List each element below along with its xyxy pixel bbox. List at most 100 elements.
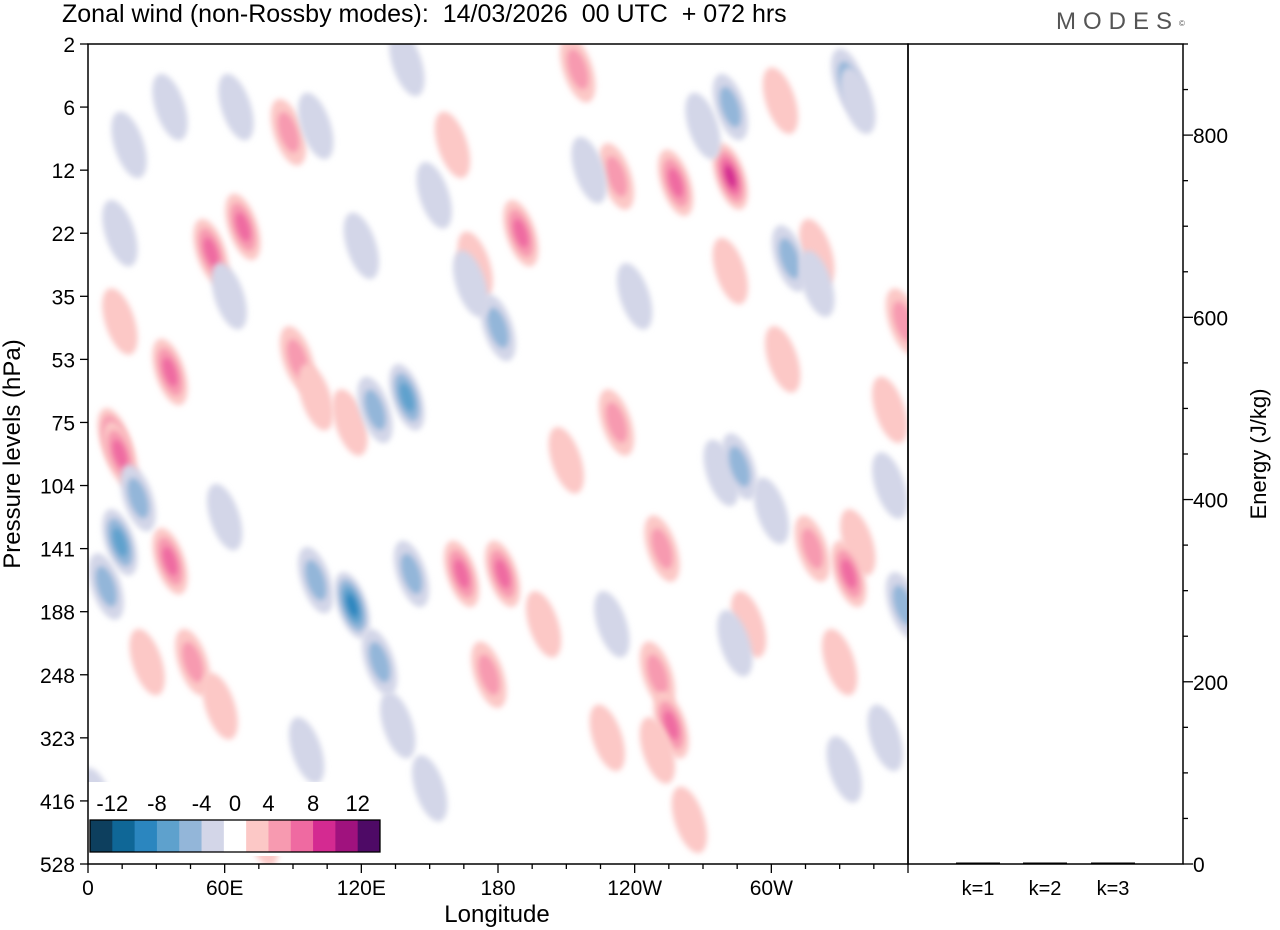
wind-feature-42: [872, 376, 908, 444]
y-tick-label: 35: [52, 286, 75, 309]
wind-contour: [478, 654, 500, 696]
wind-feature-24: [443, 540, 480, 608]
wind-feature-84: [616, 263, 653, 330]
wind-contour: [801, 528, 824, 570]
energy-tick-label: 800: [1193, 125, 1228, 148]
wind-feature-74: [753, 477, 790, 545]
wind-contour: [719, 86, 742, 128]
pressure-axis: 2 6 12 22 35 53 75 104 141 188 248 323 416 528: [40, 34, 88, 877]
wind-feature-82: [717, 609, 753, 677]
wind-contour: [304, 559, 327, 601]
colorbar-frame: [89, 819, 381, 853]
x-tick-label: 120W: [607, 877, 662, 900]
y-tick-label: 528: [40, 854, 75, 877]
wind-feature-54: [389, 363, 425, 431]
x-tick-label: 0: [82, 877, 94, 900]
wind-contour: [127, 477, 149, 519]
wind-contour: [712, 237, 749, 305]
wind-contour: [162, 546, 178, 577]
y-tick-label: 416: [40, 791, 75, 814]
wind-feature-28: [644, 515, 680, 582]
wind-contour: [867, 704, 903, 772]
wind-feature-43: [885, 288, 908, 355]
wind-feature-62: [685, 92, 721, 160]
y-tick-label: 53: [52, 349, 75, 372]
wind-contour: [571, 136, 607, 204]
wind-feature-85: [298, 92, 334, 160]
colorbar-swatch: [290, 820, 314, 852]
wind-contour: [826, 736, 862, 803]
wind-feature-25: [484, 540, 521, 608]
wind-feature-32: [589, 704, 626, 772]
wind-contour: [594, 590, 630, 658]
wind-contour: [494, 559, 511, 589]
colorbar-swatch: [246, 820, 269, 852]
wind-contour: [616, 263, 653, 330]
wind-feature-7: [102, 288, 138, 355]
wind-contour: [724, 164, 737, 189]
wind-feature-39: [152, 527, 188, 595]
wind-feature-47: [120, 464, 156, 532]
y-tick-label: 22: [52, 223, 75, 246]
wind-contour: [112, 439, 128, 469]
wind-contour: [840, 67, 876, 135]
colorbar-swatch: [268, 820, 292, 852]
wind-contour: [102, 199, 138, 267]
wind-contour: [206, 483, 243, 551]
wind-contour: [400, 553, 423, 595]
y-tick-label: 188: [40, 602, 75, 625]
wind-feature-10: [434, 111, 471, 179]
wind-feature-35: [831, 540, 867, 608]
x-tick-label: 180: [480, 877, 515, 900]
wind-contour: [399, 382, 415, 413]
wind-contour: [589, 704, 626, 772]
wind-contour: [202, 672, 238, 740]
wind-feature-68: [211, 262, 247, 330]
wind-feature-45: [102, 508, 138, 576]
wind-feature-20: [765, 326, 801, 393]
wind-feature-22: [598, 389, 635, 456]
wind-feature-70: [218, 73, 254, 141]
energy-bar-label: k=3: [1097, 878, 1130, 900]
colorbar-swatch: [134, 820, 158, 852]
wind-feature-75: [885, 572, 908, 639]
energy-bar-label: k=2: [1029, 878, 1062, 900]
wind-contour: [211, 262, 247, 330]
wind-feature-66: [799, 250, 835, 318]
energy-tick-label: 400: [1193, 490, 1228, 513]
wind-feature-61: [712, 73, 749, 141]
colorbar-label: 0: [229, 791, 241, 816]
wind-contour: [235, 212, 251, 242]
energy-tick-label: 200: [1193, 672, 1228, 695]
wind-contour: [663, 710, 679, 741]
wind-contour: [525, 591, 562, 658]
wind-feature-26: [471, 641, 507, 709]
wind-feature-8: [175, 628, 211, 696]
x-tick-label: 60E: [206, 877, 243, 900]
colorbar-swatch: [156, 820, 180, 852]
brand-mark: ©: [1179, 19, 1185, 28]
wind-feature-31: [639, 717, 676, 784]
wind-contour: [892, 301, 908, 342]
wind-contour: [717, 609, 753, 677]
wind-feature-36: [794, 515, 831, 582]
wind-contour: [605, 155, 628, 197]
y-tick-label: 6: [63, 97, 75, 120]
longitude-axis: 0 60E 120E 180 120W 60W: [82, 864, 909, 900]
wind-feature-77: [867, 704, 903, 772]
wind-contour: [639, 717, 676, 784]
wind-contour: [728, 446, 751, 488]
wind-feature-2: [152, 338, 188, 406]
wind-contour: [762, 67, 799, 135]
wind-contour: [162, 357, 178, 387]
wind-contour: [821, 628, 858, 696]
wind-feature-17: [712, 237, 749, 305]
wind-feature-46: [88, 553, 124, 620]
colorbar: -12 -8 -4 0 4 8 12: [88, 782, 382, 856]
wind-contour: [416, 162, 452, 229]
y-tick-label: 248: [40, 665, 75, 688]
wind-contour: [685, 92, 721, 160]
energy-bar: [1023, 862, 1067, 864]
brand-text: MODES: [1056, 8, 1180, 35]
